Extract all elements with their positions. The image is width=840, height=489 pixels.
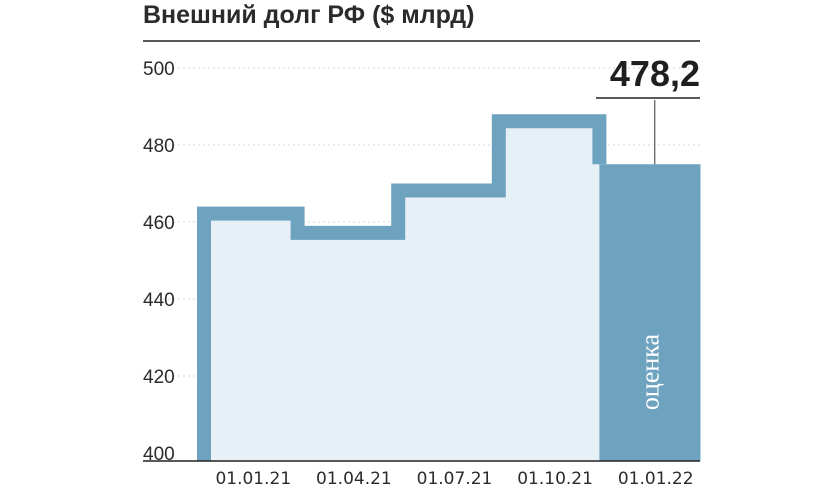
y-axis-ticks: 400 420 440 460 480 500	[143, 59, 175, 465]
bar	[498, 114, 600, 461]
x-tick-label: 01.04.21	[316, 469, 392, 489]
bar	[197, 206, 299, 461]
series-outline	[197, 114, 607, 461]
estimate-label: оценка	[636, 333, 665, 410]
x-tick-label: 01.01.22	[618, 469, 694, 489]
y-tick-label: 480	[143, 136, 175, 157]
y-tick-label: 400	[143, 444, 175, 465]
bar	[398, 183, 500, 461]
outline-layer	[197, 114, 607, 461]
bars	[197, 114, 701, 461]
callout: 478,2	[596, 53, 700, 165]
x-axis-ticks: 01.01.21 01.04.21 01.07.21 01.10.21 01.01.22	[215, 469, 693, 489]
bar	[297, 225, 399, 461]
y-tick-label: 500	[143, 59, 175, 80]
x-tick-label: 01.07.21	[417, 469, 493, 489]
y-tick-label: 440	[143, 290, 175, 311]
x-tick-label: 01.10.21	[517, 469, 593, 489]
x-tick-label: 01.01.21	[215, 469, 291, 489]
y-tick-label: 460	[143, 213, 175, 234]
y-tick-label: 420	[143, 367, 175, 388]
callout-value: 478,2	[610, 53, 700, 94]
estimate-bar	[599, 164, 701, 461]
chart-title: Внешний долг РФ ($ млрд)	[143, 1, 475, 29]
